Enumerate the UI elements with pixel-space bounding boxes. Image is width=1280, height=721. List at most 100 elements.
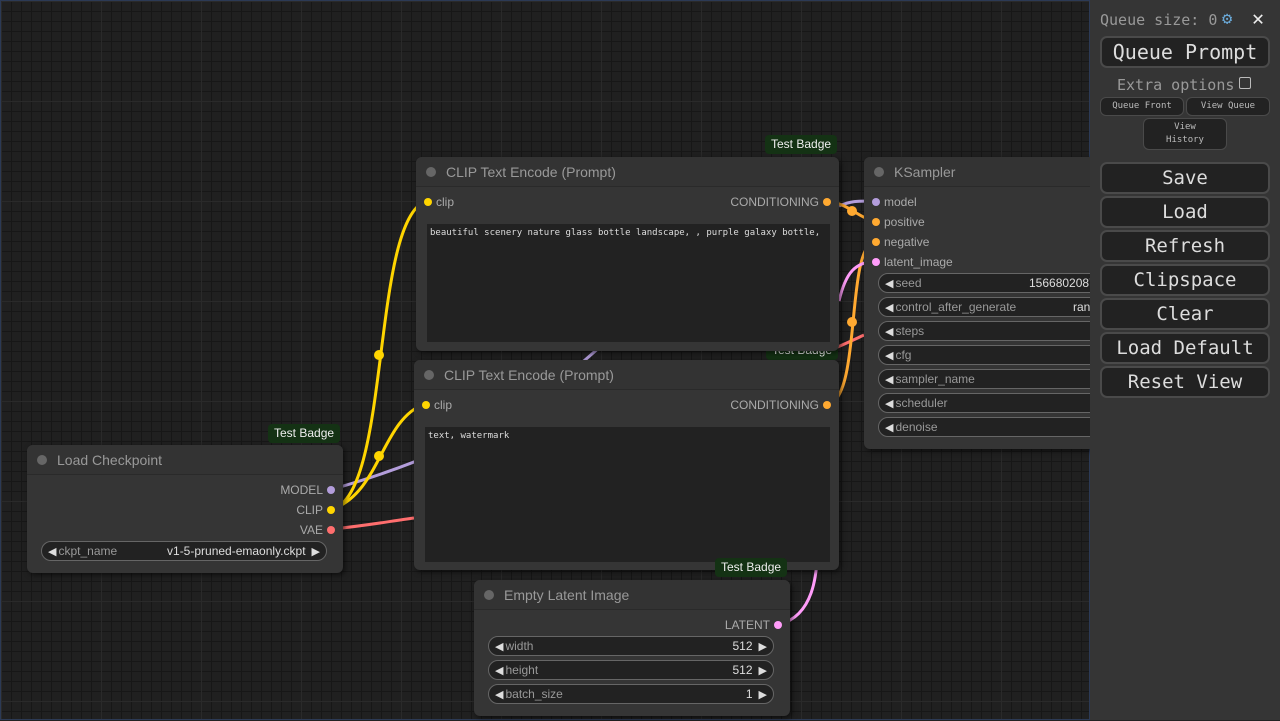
clear-button[interactable]: Clear [1100,298,1270,330]
reset-view-button[interactable]: Reset View [1100,366,1270,398]
arrow-left-icon[interactable]: ◀ [48,545,57,558]
output-model[interactable]: MODEL [280,483,335,497]
arrow-left-icon[interactable]: ◀ [885,277,894,290]
load-default-button[interactable]: Load Default [1100,332,1270,364]
denoise-widget[interactable]: ◀ denoise [878,417,1150,437]
node-title[interactable]: CLIP Text Encode (Prompt) [416,157,839,187]
input-negative[interactable]: negative [872,235,929,249]
input-clip[interactable]: clip [422,398,453,412]
arrow-right-icon[interactable]: ▶ [758,688,767,701]
gear-icon[interactable]: ⚙ [1222,9,1233,29]
collapse-dot[interactable] [484,590,494,600]
output-conditioning[interactable]: CONDITIONING [730,195,831,209]
slot-label: latent_image [884,255,953,269]
node-title[interactable]: Load Checkpoint [27,445,343,475]
output-pin[interactable] [774,621,782,629]
slot-label: model [884,195,917,209]
save-button[interactable]: Save [1100,162,1270,194]
arrow-left-icon[interactable]: ◀ [495,664,504,677]
prompt-textarea[interactable]: text, watermark [425,427,830,562]
collapse-dot[interactable] [426,167,436,177]
view-history-button[interactable]: View History [1143,118,1227,150]
output-pin[interactable] [327,506,335,514]
clipspace-button[interactable]: Clipspace [1100,264,1270,296]
clip-text-encode-positive-node[interactable]: CLIP Text Encode (Prompt) clip CONDITION… [416,157,839,351]
arrow-left-icon[interactable]: ◀ [885,421,894,434]
input-pin[interactable] [872,238,880,246]
width-widget[interactable]: ◀ width 512 ▶ [488,636,774,656]
batch-size-widget[interactable]: ◀ batch_size 1 ▶ [488,684,774,704]
slot-label: CLIP [296,503,323,517]
view-queue-button[interactable]: View Queue [1186,97,1270,116]
slot-label: CONDITIONING [730,398,819,412]
ckpt-name-combo[interactable]: ◀ ckpt_name v1-5-pruned-emaonly.ckpt ▶ [41,541,327,561]
arrow-right-icon[interactable]: ▶ [758,664,767,677]
refresh-button[interactable]: Refresh [1100,230,1270,262]
collapse-dot[interactable] [874,167,884,177]
widget-label: control_after_generate [895,300,1017,314]
input-pin[interactable] [872,258,880,266]
empty-latent-image-node[interactable]: Empty Latent Image LATENT ◀ width 512 ▶ ◀ he… [474,580,790,716]
input-latent-image[interactable]: latent_image [872,255,953,269]
node-badge: Test Badge [765,135,838,154]
extra-options-label: Extra options [1117,76,1235,94]
output-clip[interactable]: CLIP [296,503,335,517]
load-checkpoint-node[interactable]: Load Checkpoint MODEL CLIP VAE ◀ ckpt_nam… [27,445,343,573]
input-clip[interactable]: clip [424,195,455,209]
collapse-dot[interactable] [37,455,47,465]
widget-value: 512 [732,663,753,677]
input-pin[interactable] [424,198,432,206]
prompt-textarea[interactable]: beautiful scenery nature glass bottle la… [427,224,830,342]
input-pin[interactable] [422,401,430,409]
input-positive[interactable]: positive [872,215,925,229]
output-pin[interactable] [327,486,335,494]
queue-front-button[interactable]: Queue Front [1100,97,1184,116]
cfg-widget[interactable]: ◀ cfg [878,345,1150,365]
close-icon[interactable]: ✕ [1252,6,1265,30]
output-conditioning[interactable]: CONDITIONING [730,398,831,412]
graph-canvas[interactable]: Test Badge CLIP Text Encode (Prompt) cli… [0,0,1164,720]
widget-label: denoise [895,420,938,434]
arrow-left-icon[interactable]: ◀ [885,349,894,362]
arrow-left-icon[interactable]: ◀ [885,301,894,314]
extra-options-checkbox[interactable] [1239,77,1251,89]
slot-label: VAE [299,523,323,537]
sampler-name-widget[interactable]: ◀ sampler_name [878,369,1150,389]
widget-label: seed [895,276,922,290]
arrow-right-icon[interactable]: ▶ [758,640,767,653]
queue-prompt-button[interactable]: Queue Prompt [1100,36,1270,68]
widget-value: v1-5-pruned-emaonly.ckpt [167,544,306,558]
clip-text-encode-negative-node[interactable]: CLIP Text Encode (Prompt) clip CONDITION… [414,360,839,570]
arrow-left-icon[interactable]: ◀ [885,373,894,386]
input-pin[interactable] [872,218,880,226]
arrow-left-icon[interactable]: ◀ [495,688,504,701]
output-pin[interactable] [823,198,831,206]
output-pin[interactable] [327,526,335,534]
steps-widget[interactable]: ◀ steps [878,321,1150,341]
output-pin[interactable] [823,401,831,409]
input-pin[interactable] [872,198,880,206]
arrow-left-icon[interactable]: ◀ [885,325,894,338]
widget-label: width [505,639,534,653]
scheduler-widget[interactable]: ◀ scheduler [878,393,1150,413]
node-title[interactable]: Empty Latent Image [474,580,790,610]
wire-midpoint [374,350,384,360]
widget-label: ckpt_name [58,544,118,558]
height-widget[interactable]: ◀ height 512 ▶ [488,660,774,680]
collapse-dot[interactable] [424,370,434,380]
arrow-left-icon[interactable]: ◀ [495,640,504,653]
output-latent[interactable]: LATENT [725,618,782,632]
input-model[interactable]: model [872,195,917,209]
node-title[interactable]: CLIP Text Encode (Prompt) [414,360,839,390]
slot-label: clip [434,398,453,412]
node-title-text: Load Checkpoint [57,451,163,468]
arrow-right-icon[interactable]: ▶ [311,545,320,558]
arrow-left-icon[interactable]: ◀ [885,397,894,410]
slot-label: clip [436,195,455,209]
widget-label: scheduler [895,396,948,410]
node-badge: Test Badge [268,424,341,443]
node-title-text: CLIP Text Encode (Prompt) [446,163,616,180]
load-button[interactable]: Load [1100,196,1270,228]
node-badge: Test Badge [715,558,788,577]
output-vae[interactable]: VAE [299,523,335,537]
